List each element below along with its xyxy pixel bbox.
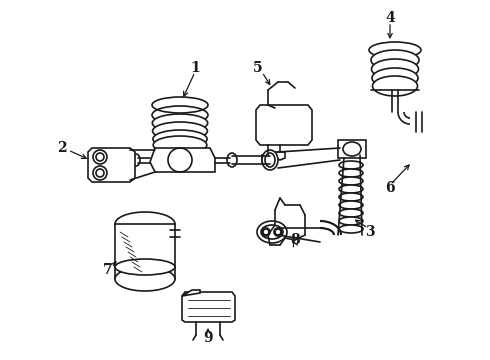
Ellipse shape — [262, 228, 270, 236]
Ellipse shape — [152, 97, 208, 113]
Text: 4: 4 — [385, 11, 395, 25]
Ellipse shape — [274, 228, 282, 236]
Ellipse shape — [339, 169, 363, 177]
Ellipse shape — [257, 221, 287, 243]
Ellipse shape — [339, 161, 363, 169]
Polygon shape — [150, 148, 215, 172]
Ellipse shape — [153, 130, 207, 148]
Ellipse shape — [339, 225, 363, 233]
Text: 1: 1 — [190, 61, 200, 75]
Ellipse shape — [339, 209, 363, 217]
Ellipse shape — [115, 259, 175, 275]
Ellipse shape — [372, 76, 417, 96]
Ellipse shape — [93, 166, 107, 180]
Polygon shape — [182, 290, 200, 296]
Ellipse shape — [115, 267, 175, 291]
Bar — [338, 140, 366, 158]
Ellipse shape — [262, 150, 278, 170]
Ellipse shape — [132, 154, 140, 166]
Ellipse shape — [369, 42, 421, 58]
Ellipse shape — [339, 185, 363, 193]
Ellipse shape — [371, 50, 419, 70]
Ellipse shape — [152, 114, 208, 132]
Text: 8: 8 — [290, 233, 300, 247]
Polygon shape — [256, 105, 312, 145]
Polygon shape — [182, 292, 235, 322]
Ellipse shape — [371, 59, 418, 79]
Text: 2: 2 — [57, 141, 67, 155]
Bar — [115, 224, 175, 279]
Text: 3: 3 — [365, 225, 375, 239]
Polygon shape — [262, 155, 274, 165]
Ellipse shape — [115, 212, 175, 236]
Ellipse shape — [227, 153, 237, 167]
Text: 7: 7 — [103, 263, 113, 277]
Text: 9: 9 — [203, 331, 213, 345]
Polygon shape — [88, 148, 135, 182]
Ellipse shape — [339, 217, 363, 225]
Text: 5: 5 — [253, 61, 263, 75]
Text: 6: 6 — [385, 181, 395, 195]
Ellipse shape — [339, 177, 363, 185]
Ellipse shape — [152, 122, 207, 140]
Ellipse shape — [339, 193, 363, 201]
Ellipse shape — [93, 150, 107, 164]
Ellipse shape — [153, 136, 207, 154]
Ellipse shape — [372, 68, 418, 88]
Polygon shape — [275, 152, 285, 160]
Ellipse shape — [339, 201, 363, 209]
